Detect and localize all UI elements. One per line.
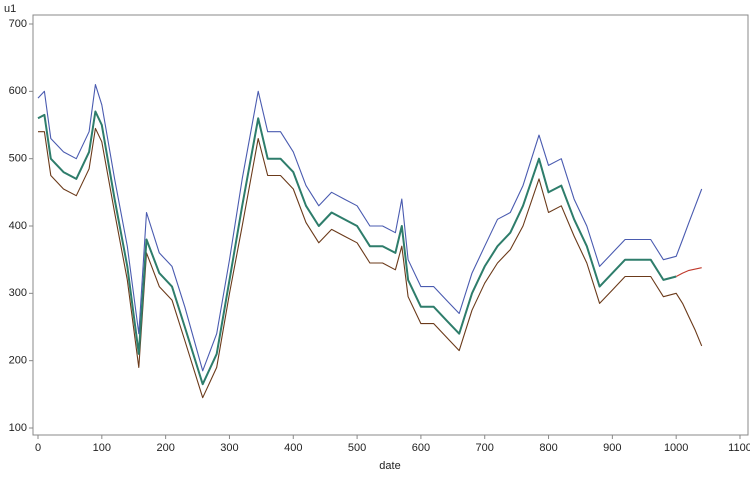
- x-tick-label: 300: [220, 442, 238, 454]
- y-tick-label: 200: [9, 355, 27, 367]
- x-tick-label: 200: [156, 442, 174, 454]
- series-line: [37, 110, 677, 386]
- y-tick-label: 400: [9, 220, 27, 232]
- x-tick-label: 800: [539, 442, 557, 454]
- x-tick-label: 400: [284, 442, 302, 454]
- x-tick-label: 900: [603, 442, 621, 454]
- series-line: [675, 267, 702, 277]
- x-tick-label: 700: [476, 442, 494, 454]
- x-tick-label: 1100: [728, 442, 750, 454]
- series-line: [37, 84, 703, 372]
- y-tick-label: 500: [9, 153, 27, 165]
- x-tick-label: 100: [93, 442, 111, 454]
- y-tick-label: 700: [9, 18, 27, 30]
- x-tick-label: 600: [412, 442, 430, 454]
- x-tick-label: 0: [35, 442, 41, 454]
- x-tick-label: 500: [348, 442, 366, 454]
- y-axis-label: u1: [4, 3, 16, 15]
- y-tick-label: 100: [9, 422, 27, 434]
- x-axis-label: date: [379, 460, 400, 472]
- series-line: [38, 127, 703, 399]
- y-tick-label: 600: [9, 85, 27, 97]
- y-tick-label: 300: [9, 287, 27, 299]
- plot-frame: [32, 14, 749, 436]
- x-tick-label: 1000: [664, 442, 688, 454]
